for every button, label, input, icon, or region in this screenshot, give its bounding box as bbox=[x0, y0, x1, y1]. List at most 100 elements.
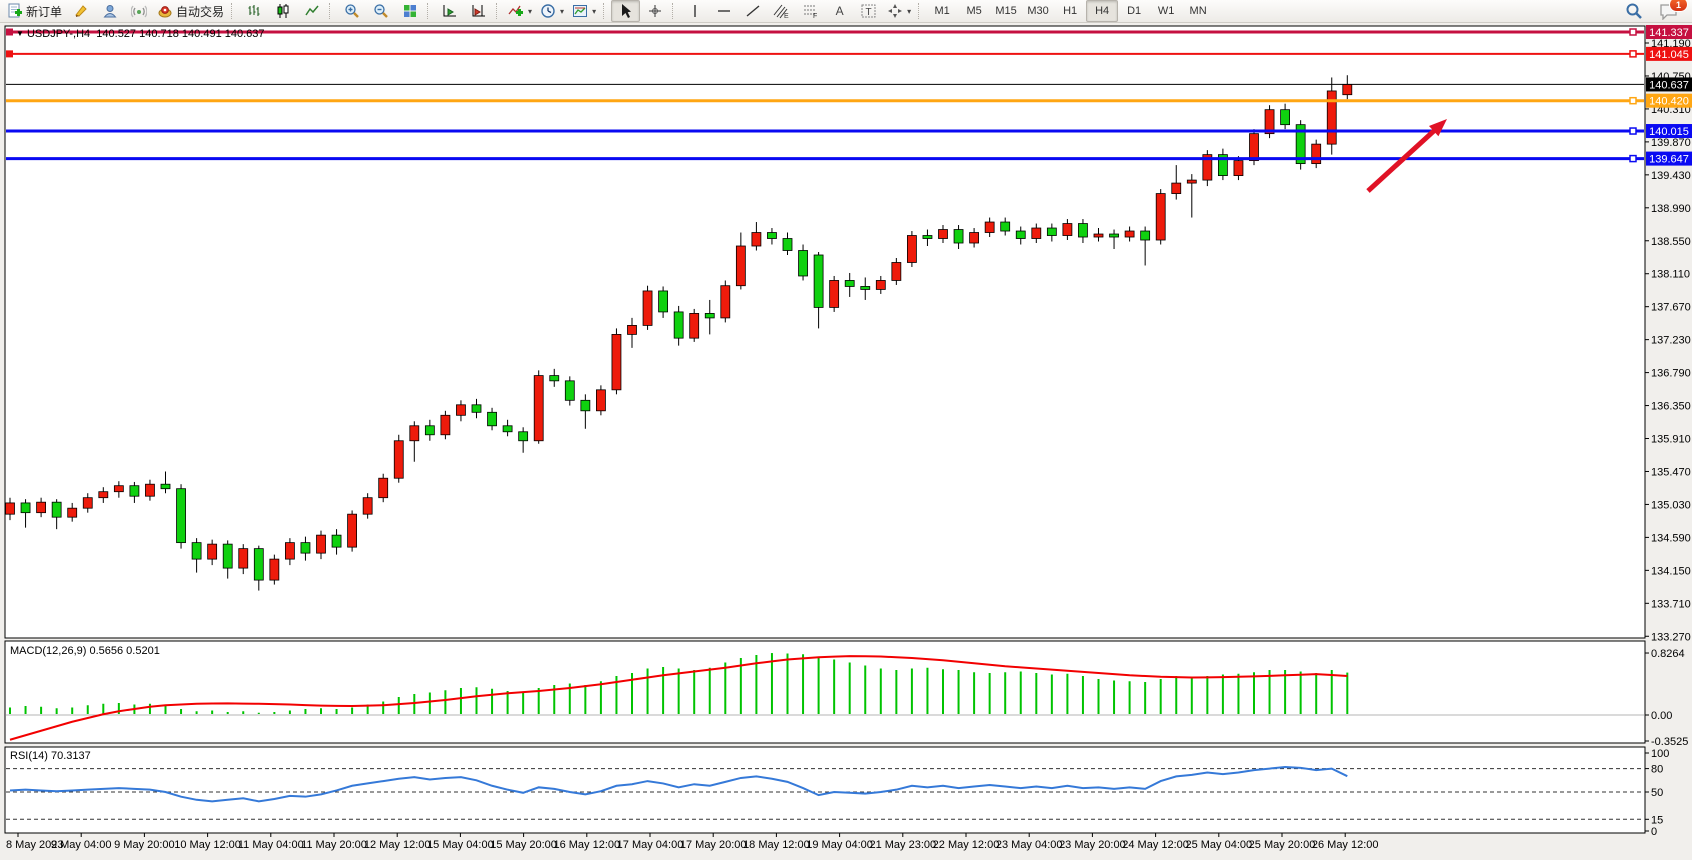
timeframe-D1[interactable]: D1 bbox=[1127, 5, 1142, 17]
main-panel[interactable] bbox=[4, 25, 1646, 639]
templates-button[interactable]: ▾ bbox=[568, 0, 600, 22]
zoom-in-button[interactable] bbox=[337, 0, 366, 22]
line-anchor-marker[interactable] bbox=[1629, 96, 1637, 105]
timeframe-M30[interactable]: M30 bbox=[1027, 5, 1049, 17]
candle-body bbox=[98, 491, 109, 499]
chart-styler-button[interactable] bbox=[66, 0, 95, 22]
chart-canvas[interactable]: 141.190140.750140.310139.870139.430138.9… bbox=[0, 23, 1692, 860]
profile-icon bbox=[102, 5, 117, 18]
candle-body bbox=[1000, 221, 1011, 232]
trendline-tool-button[interactable] bbox=[738, 0, 767, 22]
cursor-tool-button[interactable] bbox=[611, 0, 641, 22]
chart-ohlc-values: 140.527 140.718 140.491 140.637 bbox=[96, 28, 265, 40]
timeframe-M15[interactable]: M15 bbox=[995, 5, 1017, 17]
symbol-dropdown-icon[interactable]: ▼ bbox=[16, 29, 24, 38]
auto-scroll-button[interactable] bbox=[435, 0, 464, 22]
zoom-out-button[interactable] bbox=[366, 0, 395, 22]
time-axis-label: 19 May 04:00 bbox=[806, 839, 873, 851]
horizontal-line-icon bbox=[717, 10, 730, 12]
price-tick-label: 133.710 bbox=[1651, 598, 1691, 610]
price-tag bbox=[1646, 46, 1692, 61]
time-axis-label: 17 May 20:00 bbox=[680, 839, 747, 851]
candle-body bbox=[207, 543, 218, 560]
equidistant-channel-tool-button[interactable]: E bbox=[767, 0, 796, 22]
line-anchor-marker[interactable] bbox=[6, 50, 13, 58]
line-anchor-marker[interactable] bbox=[1629, 50, 1637, 58]
chart-shift-button[interactable] bbox=[464, 0, 493, 22]
crosshair-icon bbox=[648, 5, 661, 17]
timeframe-W1[interactable]: W1 bbox=[1157, 5, 1175, 17]
crosshair-tool-button[interactable] bbox=[640, 0, 669, 22]
timeframe-H1[interactable]: H1 bbox=[1063, 5, 1078, 17]
candle-body bbox=[316, 534, 326, 554]
candle-body bbox=[891, 262, 902, 281]
candle-body bbox=[176, 488, 186, 544]
candle-body bbox=[284, 542, 295, 560]
candle-body bbox=[300, 542, 311, 554]
price-tag-label: 141.045 bbox=[1649, 49, 1689, 61]
chevron-down-icon[interactable]: ▾ bbox=[907, 6, 912, 16]
candle-body bbox=[1171, 182, 1182, 194]
crayon-icon bbox=[74, 5, 87, 17]
bar-chart-button[interactable] bbox=[239, 0, 268, 22]
tile-windows-button[interactable] bbox=[395, 0, 424, 22]
svg-text:F: F bbox=[813, 13, 817, 19]
chevron-down-icon[interactable]: ▾ bbox=[592, 6, 597, 16]
timeframe-MN[interactable]: MN bbox=[1189, 5, 1207, 17]
text-tool-button[interactable]: A bbox=[825, 0, 854, 22]
annotation-arrow-head[interactable] bbox=[1428, 119, 1447, 137]
signals-button[interactable] bbox=[124, 0, 153, 22]
indicators-button[interactable]: ▾ bbox=[504, 0, 536, 22]
candle-body bbox=[735, 245, 746, 287]
svg-text:E: E bbox=[784, 13, 789, 19]
price-tick-label: 135.030 bbox=[1651, 499, 1691, 511]
candle-body bbox=[1046, 227, 1057, 236]
new-order-button[interactable]: 新订单 bbox=[3, 0, 66, 22]
candle-body bbox=[1093, 233, 1104, 238]
price-tag bbox=[1646, 25, 1692, 39]
candle-body bbox=[191, 542, 202, 560]
autotrade-button[interactable]: 自动交易 bbox=[153, 0, 228, 22]
chevron-down-icon[interactable]: ▾ bbox=[528, 6, 533, 16]
rsi-panel[interactable] bbox=[4, 746, 1646, 834]
time-axis-label: 21 May 23:00 bbox=[869, 839, 936, 851]
periods-button[interactable]: ▾ bbox=[536, 0, 568, 22]
time-axis-label: 11 May 20:00 bbox=[301, 839, 367, 851]
candlestick-chart-button[interactable] bbox=[268, 0, 297, 22]
chart-shift-icon bbox=[472, 5, 485, 17]
line-chart-button[interactable] bbox=[297, 0, 326, 22]
fibonacci-tool-button[interactable]: F bbox=[796, 0, 825, 22]
timeframe-M1[interactable]: M1 bbox=[934, 5, 950, 17]
arrows-tool-button[interactable]: ▾ bbox=[883, 0, 915, 22]
time-axis-label: 16 May 12:00 bbox=[553, 839, 620, 851]
time-axis-label: 17 May 04:00 bbox=[617, 839, 684, 851]
new-order-icon bbox=[8, 3, 22, 18]
time-axis-label: 9 May 20:00 bbox=[114, 839, 175, 851]
time-axis-label: 25 May 04:00 bbox=[1185, 839, 1252, 851]
vertical-line-tool-button[interactable] bbox=[680, 0, 709, 22]
annotation-arrow[interactable] bbox=[1366, 126, 1439, 193]
profile-button[interactable] bbox=[95, 0, 124, 22]
candle-body bbox=[160, 483, 171, 490]
line-anchor-marker[interactable] bbox=[1629, 127, 1637, 135]
tile-windows-icon bbox=[403, 5, 416, 17]
line-anchor-marker[interactable] bbox=[1629, 28, 1637, 36]
candle-body bbox=[1124, 230, 1135, 238]
trendline-icon bbox=[746, 5, 760, 17]
line-anchor-marker[interactable] bbox=[1629, 154, 1637, 163]
bar-chart-icon bbox=[248, 5, 260, 16]
community-button[interactable]: 1 bbox=[1654, 0, 1688, 22]
line-anchor-marker[interactable] bbox=[6, 28, 13, 36]
candle-body bbox=[471, 404, 482, 413]
candle-body bbox=[860, 286, 871, 290]
price-tag-label: 141.337 bbox=[1649, 27, 1689, 39]
timeframe-H4[interactable]: H4 bbox=[1086, 0, 1119, 22]
time-axis-label: 25 May 20:00 bbox=[1249, 839, 1316, 851]
timeframe-M5[interactable]: M5 bbox=[966, 5, 982, 17]
candle-body bbox=[1186, 179, 1197, 184]
horizontal-line-tool-button[interactable] bbox=[709, 0, 738, 22]
price-tag-label: 140.420 bbox=[1649, 96, 1689, 108]
chevron-down-icon[interactable]: ▾ bbox=[560, 6, 565, 16]
text-label-tool-button[interactable]: T bbox=[854, 0, 883, 22]
search-button[interactable] bbox=[1619, 0, 1648, 22]
